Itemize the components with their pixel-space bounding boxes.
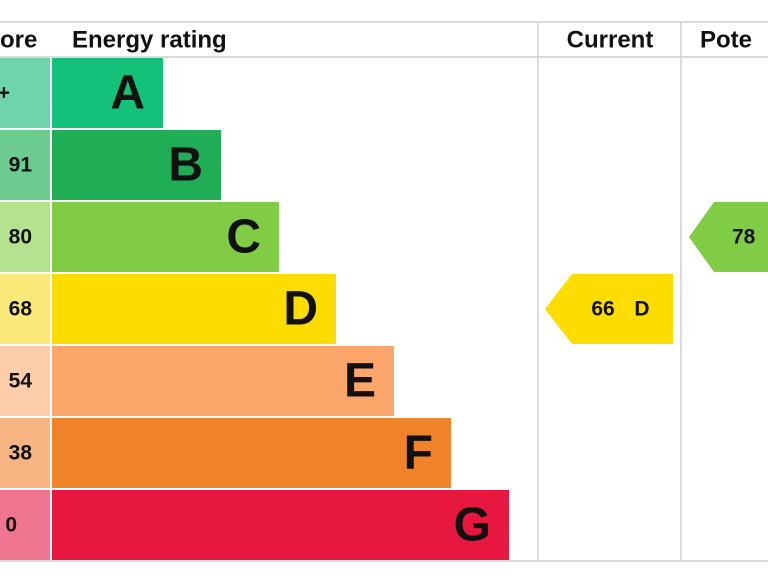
rating-letter: B [168, 139, 203, 192]
rating-bar [52, 202, 279, 272]
score-range: + [0, 82, 10, 105]
header-potential: Pote [700, 26, 752, 53]
score-cell [0, 58, 50, 128]
header-current: Current [567, 26, 654, 53]
rating-letter: E [344, 355, 376, 408]
rating-letter: C [226, 211, 261, 264]
rating-letter: D [283, 283, 318, 336]
rating-bar [52, 130, 221, 200]
score-range: 91 [9, 154, 33, 177]
rating-letter: F [404, 427, 433, 480]
score-cell [0, 130, 50, 200]
potential-arrow [689, 202, 768, 272]
current-band: D [634, 298, 649, 321]
score-range: 0 [5, 514, 17, 537]
potential-value: 78 [732, 226, 756, 249]
score-range: 68 [9, 298, 33, 321]
score-cell [0, 274, 50, 344]
current-arrow [545, 274, 673, 344]
rating-bar [52, 274, 336, 344]
current-value: 66 [591, 298, 614, 321]
header-score: ore [0, 26, 37, 53]
score-range: 80 [9, 226, 32, 249]
rating-letter: A [110, 67, 145, 120]
rating-letter: G [454, 499, 491, 552]
score-cell [0, 490, 50, 560]
score-range: 54 [9, 370, 33, 393]
score-cell [0, 346, 50, 416]
rating-bar [52, 490, 509, 560]
rating-bar [52, 346, 394, 416]
score-cell [0, 418, 50, 488]
score-cell [0, 202, 50, 272]
rating-bar [52, 58, 163, 128]
header-rating: Energy rating [72, 26, 227, 53]
rating-bar [52, 418, 451, 488]
score-range: 38 [9, 442, 33, 465]
